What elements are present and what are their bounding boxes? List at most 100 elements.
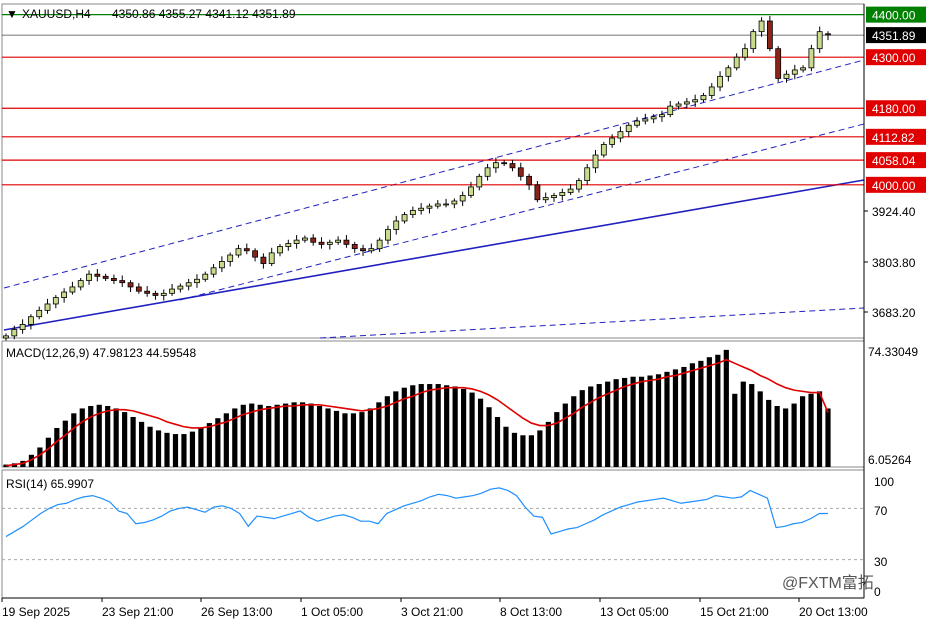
candle bbox=[36, 309, 43, 318]
rsi-label: RSI(14) 65.9907 bbox=[6, 477, 94, 491]
channel-upper bbox=[3, 59, 865, 289]
x-tick-label: 23 Sep 21:00 bbox=[102, 605, 174, 619]
candle bbox=[476, 175, 483, 188]
macd-bar bbox=[622, 377, 628, 467]
candle bbox=[401, 214, 408, 222]
channel-lower bbox=[319, 307, 865, 339]
candle bbox=[418, 207, 425, 211]
candle bbox=[708, 86, 715, 96]
x-tick-label: 3 Oct 21:00 bbox=[401, 605, 463, 619]
x-tick-label: 26 Sep 13:00 bbox=[201, 605, 273, 619]
macd-bar bbox=[766, 399, 772, 467]
candle bbox=[526, 175, 532, 186]
candle bbox=[302, 237, 308, 241]
candle bbox=[194, 278, 200, 284]
candle bbox=[600, 144, 607, 156]
candle bbox=[44, 303, 51, 311]
macd-bar bbox=[359, 412, 365, 467]
candle bbox=[617, 131, 624, 139]
macd-bar bbox=[308, 403, 314, 467]
candle bbox=[517, 167, 524, 177]
candle bbox=[484, 167, 491, 177]
macd-bar bbox=[122, 412, 128, 467]
candle bbox=[509, 163, 516, 169]
macd-bar bbox=[105, 406, 111, 467]
macd-bar bbox=[816, 391, 823, 467]
macd-bar bbox=[655, 374, 662, 467]
macd-bar bbox=[232, 408, 238, 467]
rsi-panel-frame bbox=[1, 469, 865, 599]
macd-bar bbox=[88, 406, 94, 467]
candle bbox=[667, 105, 674, 116]
candle bbox=[318, 241, 325, 245]
macd-bar bbox=[511, 432, 518, 467]
macd-bar bbox=[113, 408, 119, 467]
macd-bar bbox=[367, 408, 373, 467]
candle bbox=[434, 203, 441, 207]
rsi-panel[interactable] bbox=[1, 469, 865, 599]
macd-bar bbox=[333, 410, 340, 467]
macd-bar bbox=[808, 393, 814, 467]
candle bbox=[468, 186, 474, 196]
candle bbox=[816, 31, 823, 50]
macd-bar bbox=[418, 384, 424, 467]
candle bbox=[534, 184, 541, 201]
macd-bar bbox=[249, 403, 255, 467]
candle bbox=[293, 239, 300, 244]
macd-bar bbox=[571, 396, 577, 467]
candle bbox=[268, 252, 275, 264]
macd-bar bbox=[427, 384, 433, 467]
level-tag bbox=[866, 152, 926, 169]
macd-bar bbox=[537, 430, 543, 467]
macd-bar bbox=[266, 406, 272, 467]
candle bbox=[144, 290, 151, 294]
candle bbox=[127, 282, 134, 288]
candle bbox=[559, 192, 566, 196]
candle bbox=[260, 256, 267, 264]
macd-bar bbox=[96, 404, 102, 467]
rsi-tick-label: 70 bbox=[874, 504, 888, 518]
channel-mid bbox=[179, 123, 865, 301]
candle bbox=[592, 154, 599, 169]
x-tick-label: 15 Oct 21:00 bbox=[700, 605, 769, 619]
candle bbox=[642, 118, 649, 122]
candle bbox=[351, 243, 358, 250]
candle bbox=[750, 31, 757, 50]
macd-bar bbox=[503, 426, 509, 467]
macd-bar bbox=[740, 381, 746, 467]
macd-bar bbox=[715, 354, 721, 467]
price-panel[interactable]: 4400.00 4300.00 4180.00 4112.82 4058.04 4000.… bbox=[1, 3, 926, 341]
candle bbox=[111, 278, 117, 281]
level-tag bbox=[866, 100, 926, 117]
candle bbox=[243, 248, 250, 252]
macd-bar bbox=[689, 363, 696, 467]
candle bbox=[3, 335, 9, 339]
macd-bar bbox=[164, 432, 170, 467]
macd-bar bbox=[62, 420, 68, 467]
candle bbox=[650, 116, 657, 120]
price-panel-frame bbox=[1, 3, 865, 339]
macd-bar bbox=[579, 390, 585, 467]
candle bbox=[426, 205, 433, 209]
macd-bar bbox=[291, 402, 297, 467]
macd-bar bbox=[749, 384, 755, 467]
candle bbox=[808, 48, 815, 69]
candle bbox=[800, 67, 806, 71]
x-tick-label: 8 Oct 13:00 bbox=[500, 605, 562, 619]
macd-bar bbox=[325, 408, 331, 467]
macd-bar bbox=[554, 412, 560, 467]
candle bbox=[393, 220, 400, 230]
macd-bar bbox=[206, 423, 212, 467]
macd-bar bbox=[240, 404, 246, 467]
macd-bar bbox=[461, 388, 467, 467]
rsi-tick-label: 100 bbox=[874, 475, 894, 489]
candle bbox=[326, 241, 333, 245]
candle bbox=[791, 69, 798, 75]
macd-bar bbox=[596, 384, 602, 467]
macd-bar bbox=[401, 387, 407, 467]
macd-bar bbox=[681, 366, 687, 467]
candle bbox=[277, 246, 283, 254]
macd-min-label: 6.05264 bbox=[868, 453, 912, 467]
